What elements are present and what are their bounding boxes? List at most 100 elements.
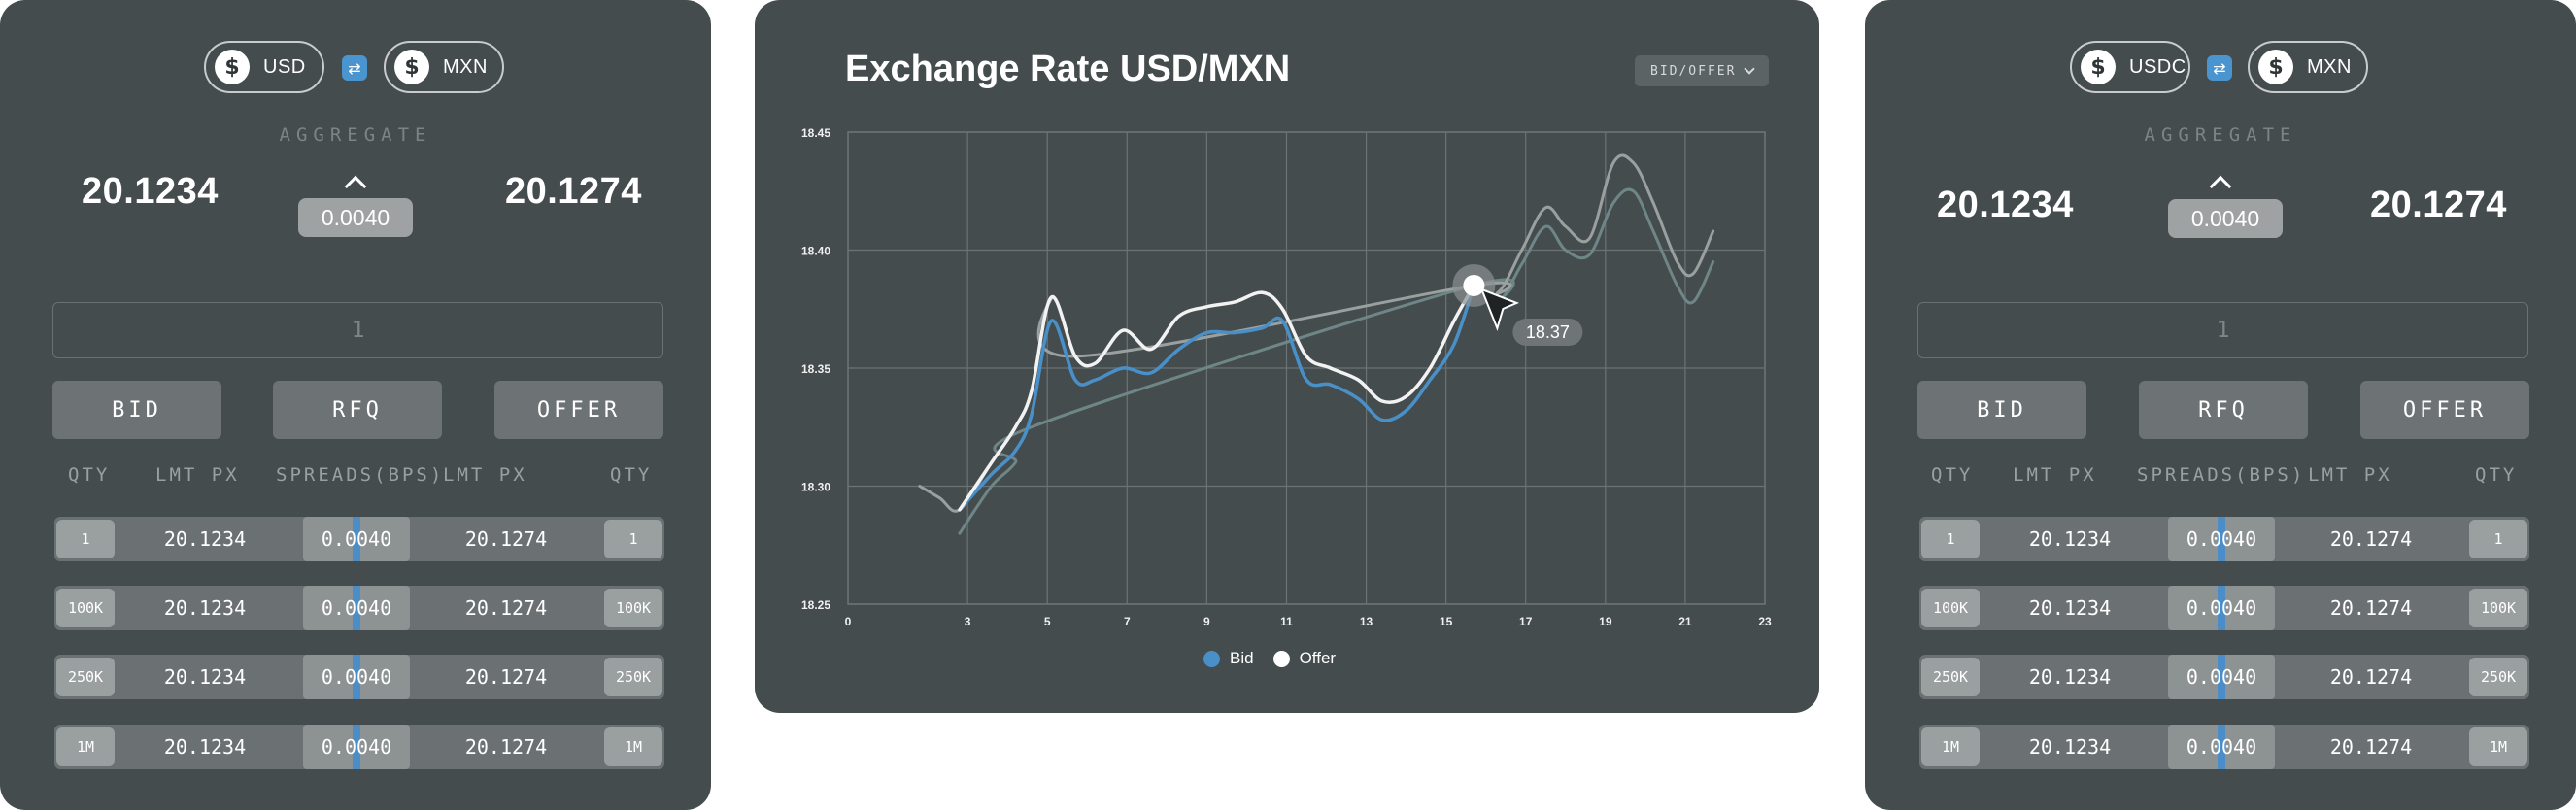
qty-chip-right[interactable]: 1: [604, 520, 662, 558]
qty-chip[interactable]: 1M: [56, 727, 115, 766]
legend-item-bid[interactable]: Bid: [1203, 649, 1254, 668]
spread-marker: [353, 586, 360, 630]
spread-badge: 0.0040: [298, 198, 413, 237]
qty-chip[interactable]: 250K: [56, 658, 115, 696]
spread-badge: 0.0040: [2168, 199, 2283, 238]
table-row[interactable]: 250K 20.1234 0.0040 20.1274 250K: [54, 655, 664, 699]
offer-lmt-px: 20.1274: [2329, 665, 2413, 689]
offer-price: 20.1274: [505, 171, 642, 212]
offer-button[interactable]: OFFER: [494, 381, 663, 439]
spread-cell: 0.0040: [2168, 725, 2275, 769]
legend-item-offer[interactable]: Offer: [1272, 649, 1337, 668]
offer-lmt-px: 20.1274: [464, 596, 548, 620]
table-row[interactable]: 250K 20.1234 0.0040 20.1274 250K: [1919, 655, 2529, 699]
chart-legend: Bid Offer: [1203, 649, 1355, 668]
bid-button[interactable]: BID: [52, 381, 221, 439]
qty-chip[interactable]: 1: [1921, 520, 1980, 558]
currency-pair-selector: $ USD ⇄ $ MXN: [0, 41, 711, 93]
offer-lmt-px: 20.1274: [2329, 735, 2413, 759]
qty-chip-right[interactable]: 1: [2469, 520, 2527, 558]
base-currency-button[interactable]: $ USDC: [2070, 41, 2190, 93]
exchange-rate-chart[interactable]: 18.45 18.40 18.35 18.30 18.25 0 3 5 7 9 11 13 15 17 19…: [755, 0, 1819, 713]
view-mode-select[interactable]: BID/OFFER: [1635, 55, 1769, 86]
y-tick-label: 18.45: [801, 126, 830, 140]
spread-marker: [2218, 655, 2225, 699]
chevron-up-icon[interactable]: [2209, 175, 2232, 198]
offer-price: 20.1274: [2370, 185, 2507, 225]
base-currency-code: USD: [263, 55, 306, 78]
bid-button[interactable]: BID: [1917, 381, 2086, 439]
tooltip-value: 18.37: [1526, 322, 1570, 342]
x-tick-label: 19: [1599, 615, 1612, 628]
quote-currency-button[interactable]: $ MXN: [2248, 41, 2368, 93]
legend-swatch-bid: [1203, 650, 1220, 667]
qty-chip-right[interactable]: 250K: [604, 658, 662, 696]
swap-icon[interactable]: ⇄: [342, 55, 367, 81]
rfq-button[interactable]: RFQ: [2139, 381, 2308, 439]
quantity-input[interactable]: 1: [52, 302, 663, 358]
table-row[interactable]: 1M 20.1234 0.0040 20.1274 1M: [54, 725, 664, 769]
x-tick-label: 21: [1678, 615, 1692, 628]
spread-marker: [353, 655, 360, 699]
hover-point: [1463, 274, 1485, 296]
qty-chip-right[interactable]: 250K: [2469, 658, 2527, 696]
table-row[interactable]: 100K 20.1234 0.0040 20.1274 100K: [54, 586, 664, 630]
column-header-spreads: SPREADS(BPS): [2137, 464, 2306, 486]
qty-chip[interactable]: 1M: [1921, 727, 1980, 766]
quote-currency-button[interactable]: $ MXN: [384, 41, 504, 93]
offer-lmt-px: 20.1274: [464, 735, 548, 759]
spread-marker: [353, 725, 360, 769]
bid-lmt-px: 20.1234: [2028, 735, 2112, 759]
dollar-icon: $: [394, 50, 429, 84]
quantity-input[interactable]: 1: [1917, 302, 2528, 358]
qty-chip-right[interactable]: 100K: [2469, 589, 2527, 627]
table-row[interactable]: 100K 20.1234 0.0040 20.1274 100K: [1919, 586, 2529, 630]
bid-lmt-px: 20.1234: [163, 596, 247, 620]
x-tick-label: 13: [1360, 615, 1373, 628]
qty-chip[interactable]: 100K: [56, 589, 115, 627]
spread-cell: 0.0040: [2168, 517, 2275, 561]
bid-lmt-px: 20.1234: [163, 527, 247, 551]
qty-chip-right[interactable]: 100K: [604, 589, 662, 627]
spread-value: 0.0040: [321, 527, 392, 551]
chart-title: Exchange Rate USD/MXN: [845, 49, 1291, 89]
bid-faded-series-line: [958, 187, 1715, 535]
legend-label-bid: Bid: [1230, 649, 1254, 667]
qty-chip[interactable]: 250K: [1921, 658, 1980, 696]
x-tick-label: 9: [1203, 615, 1210, 628]
dollar-icon: $: [215, 50, 250, 84]
x-tick-label: 5: [1044, 615, 1051, 628]
swap-icon[interactable]: ⇄: [2207, 55, 2232, 81]
spread-cell: 0.0040: [2168, 655, 2275, 699]
qty-chip-right[interactable]: 1M: [2469, 727, 2527, 766]
offer-lmt-px: 20.1274: [2329, 527, 2413, 551]
table-row[interactable]: 1 20.1234 0.0040 20.1274 1: [1919, 517, 2529, 561]
spread-marker: [2218, 586, 2225, 630]
legend-label-offer: Offer: [1299, 649, 1337, 667]
x-tick-label: 17: [1519, 615, 1533, 628]
bid-price: 20.1234: [1937, 185, 2074, 225]
spread-value: 0.0040: [2186, 527, 2257, 551]
y-tick-label: 18.30: [801, 481, 830, 494]
offer-button[interactable]: OFFER: [2360, 381, 2529, 439]
qty-chip[interactable]: 1: [56, 520, 115, 558]
bid-series-line: [958, 284, 1476, 512]
exchange-rate-chart-panel: Exchange Rate USD/MXN BID/OFFER 18.45 18.…: [755, 0, 1819, 713]
x-tick-label: 23: [1758, 615, 1772, 628]
legend-swatch-offer: [1272, 650, 1290, 667]
qty-chip-right[interactable]: 1M: [604, 727, 662, 766]
rfq-button[interactable]: RFQ: [273, 381, 442, 439]
qty-chip[interactable]: 100K: [1921, 589, 1980, 627]
bid-lmt-px: 20.1234: [163, 735, 247, 759]
x-tick-label: 7: [1124, 615, 1131, 628]
spread-value: 0.0040: [2186, 735, 2257, 759]
spread-cell: 0.0040: [2168, 586, 2275, 630]
x-tick-label: 11: [1280, 615, 1293, 628]
column-header-qty: QTY: [1931, 464, 1974, 486]
table-row[interactable]: 1M 20.1234 0.0040 20.1274 1M: [1919, 725, 2529, 769]
table-row[interactable]: 1 20.1234 0.0040 20.1274 1: [54, 517, 664, 561]
chevron-up-icon[interactable]: [344, 175, 367, 198]
base-currency-button[interactable]: $ USD: [204, 41, 324, 93]
tooltip-background: [1512, 318, 1583, 346]
y-tick-label: 18.35: [801, 362, 830, 376]
